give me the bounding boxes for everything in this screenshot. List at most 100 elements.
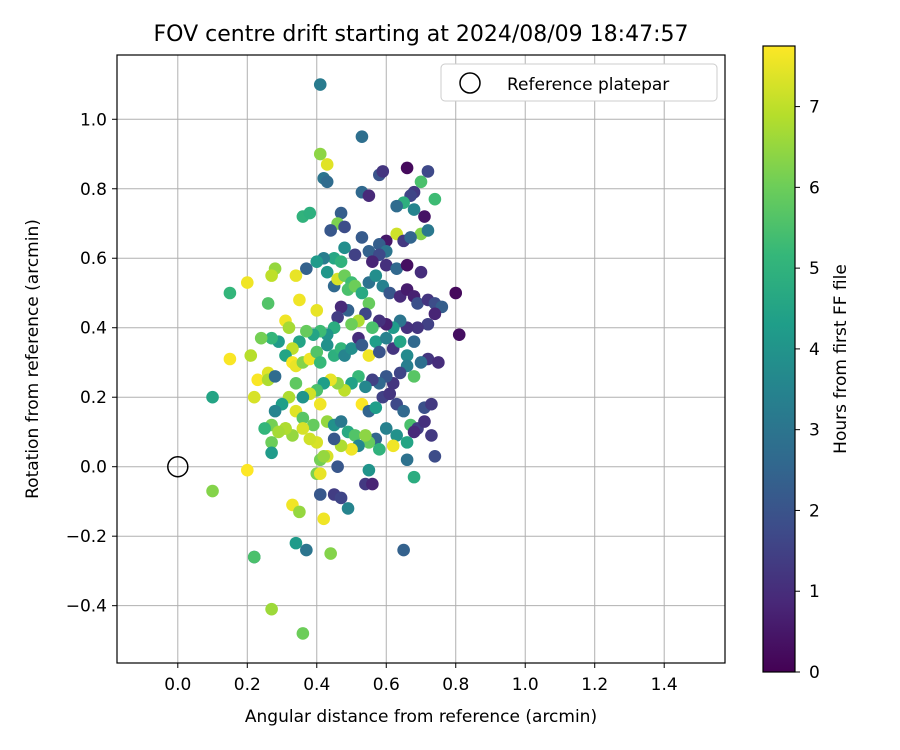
scatter-point xyxy=(421,165,435,178)
scatter-point xyxy=(334,415,348,428)
scatter-points xyxy=(206,78,466,640)
colorbar-tick-label: 3 xyxy=(809,421,820,441)
scatter-point xyxy=(300,543,313,557)
scatter-point xyxy=(393,366,407,380)
scatter-point xyxy=(341,502,355,515)
scatter-point xyxy=(345,317,358,331)
scatter-point xyxy=(407,370,421,383)
scatter-point xyxy=(393,335,407,348)
scatter-point xyxy=(268,370,282,383)
scatter-point xyxy=(390,199,403,213)
colorbar-tick-label: 6 xyxy=(809,178,820,198)
plot-frame xyxy=(116,54,726,664)
scatter-point xyxy=(449,286,463,300)
scatter-point xyxy=(300,262,313,275)
scatter-point xyxy=(313,147,327,161)
x-axis-label: Angular distance from reference (arcmin) xyxy=(245,707,597,727)
legend-label: Reference platepar xyxy=(507,75,669,95)
scatter-point xyxy=(414,175,428,189)
scatter-point xyxy=(313,78,327,91)
colorbar-tick-label: 7 xyxy=(809,98,820,118)
scatter-point xyxy=(348,429,362,442)
y-tick-label: 1.0 xyxy=(80,110,107,130)
scatter-point xyxy=(240,276,254,289)
scatter-point xyxy=(400,258,414,272)
scatter-point xyxy=(282,321,296,335)
scatter-point xyxy=(206,390,219,404)
scatter-point xyxy=(310,304,324,317)
scatter-point xyxy=(261,297,275,310)
scatter-point xyxy=(369,335,383,348)
chart-title: FOV centre drift starting at 2024/08/09 … xyxy=(154,22,689,47)
colorbar-label: Hours from first FF file xyxy=(831,264,851,454)
scatter-point xyxy=(359,380,372,394)
y-tick-label: 0.0 xyxy=(80,458,107,478)
scatter-point xyxy=(362,189,376,203)
y-tick-label: 0.2 xyxy=(80,388,107,408)
scatter-point xyxy=(418,210,431,223)
scatter-point xyxy=(379,331,393,345)
scatter-point xyxy=(452,328,466,341)
scatter-point xyxy=(414,356,428,369)
scatter-point xyxy=(373,345,386,359)
y-tick-label: −0.2 xyxy=(66,527,107,547)
x-tick-label: 0.2 xyxy=(234,675,261,695)
scatter-point xyxy=(320,175,334,189)
scatter-point xyxy=(373,443,386,456)
legend-box xyxy=(440,63,718,102)
scatter-point xyxy=(355,286,369,300)
scatter-point xyxy=(345,443,358,456)
scatter-point xyxy=(397,404,410,418)
scatter-point xyxy=(418,415,431,428)
scatter-point xyxy=(432,356,445,369)
scatter-point xyxy=(362,463,376,477)
x-tick-label: 0.0 xyxy=(164,675,191,695)
scatter-point xyxy=(366,255,379,269)
scatter-point xyxy=(265,436,278,449)
scatter-point xyxy=(313,397,327,411)
scatter-point xyxy=(362,349,376,362)
scatter-point xyxy=(400,436,414,449)
scatter-point xyxy=(348,248,362,262)
scatter-point xyxy=(272,425,285,439)
y-tick-label: 0.4 xyxy=(80,319,107,339)
scatter-point xyxy=(386,439,400,453)
scatter-point xyxy=(338,241,351,255)
scatter-point xyxy=(425,429,438,442)
scatter-point xyxy=(223,352,237,366)
scatter-point xyxy=(296,627,310,640)
scatter-point xyxy=(359,429,372,442)
scatter-point xyxy=(331,460,344,474)
scatter-point xyxy=(320,265,334,279)
scatter-point xyxy=(289,536,303,550)
scatter-point xyxy=(400,453,414,467)
scatter-point xyxy=(296,411,310,425)
scatter-point xyxy=(338,220,351,234)
colorbar-tick-label: 4 xyxy=(809,340,820,360)
scatter-point xyxy=(421,317,435,331)
colorbar-tick-label: 2 xyxy=(809,501,820,521)
scatter-point xyxy=(345,342,358,355)
scatter-point xyxy=(421,224,435,237)
scatter-point xyxy=(379,422,393,435)
scatter-point xyxy=(300,324,313,338)
scatter-point xyxy=(268,404,282,418)
scatter-point xyxy=(411,297,424,310)
scatter-point xyxy=(240,463,254,477)
colorbar-tick-label: 1 xyxy=(809,582,820,602)
reference-platepar-marker xyxy=(167,455,189,478)
scatter-point xyxy=(317,512,331,526)
colorbar-ticks: 0 1 2 3 4 5 6 7 xyxy=(795,98,820,683)
y-axis-ticks: −0.4 −0.2 0.0 0.2 0.4 0.6 0.8 1.0 xyxy=(66,110,117,617)
scatter-point xyxy=(428,192,442,206)
scatter-point xyxy=(407,203,421,216)
scatter-point xyxy=(334,300,348,314)
scatter-point xyxy=(383,387,397,401)
scatter-point xyxy=(376,165,390,178)
scatter-point xyxy=(254,331,268,345)
scatter-point xyxy=(258,422,271,435)
colorbar-frame xyxy=(762,45,796,673)
scatter-point xyxy=(310,345,324,359)
scatter-point xyxy=(369,401,383,414)
scatter-point xyxy=(251,373,265,387)
